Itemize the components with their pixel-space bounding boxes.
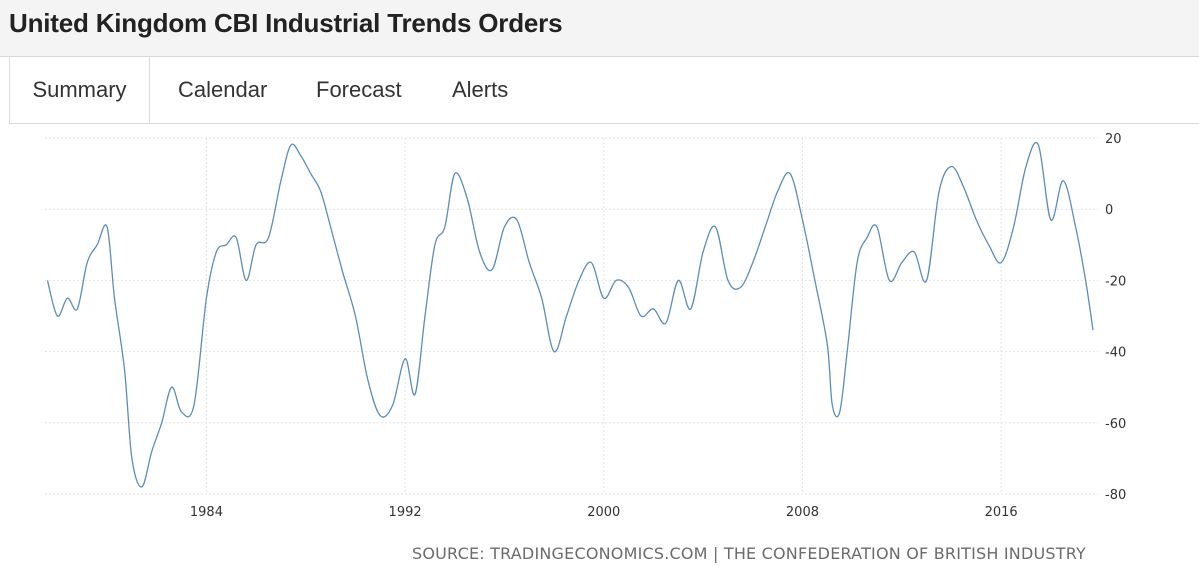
x-tick-label: 2000 <box>587 505 620 520</box>
page-title: United Kingdom CBI Industrial Trends Ord… <box>9 8 563 38</box>
tab-calendar[interactable]: Calendar <box>178 77 268 102</box>
source-note: SOURCE: TRADINGECONOMICS.COM | THE CONFE… <box>412 544 1087 563</box>
x-axis: 1984 1992 2000 2008 2016 <box>190 505 1018 520</box>
y-axis: 20 0 -20 -40 -60 -80 <box>1105 132 1126 503</box>
tab-bar: Summary Calendar Forecast Alerts <box>9 57 1199 124</box>
tab-forecast[interactable]: Forecast <box>316 77 402 102</box>
y-tick-label: -60 <box>1105 417 1126 432</box>
chart-grid <box>45 137 1098 495</box>
tab-alerts[interactable]: Alerts <box>452 77 509 102</box>
x-tick-label: 2008 <box>786 505 819 520</box>
x-tick-label: 2016 <box>985 505 1018 520</box>
y-tick-label: -80 <box>1105 488 1126 503</box>
y-tick-label: -40 <box>1105 346 1126 361</box>
y-tick-label: 20 <box>1105 132 1122 147</box>
chart-plot-area <box>46 142 1094 488</box>
y-tick-label: 0 <box>1105 203 1113 218</box>
series-line <box>46 142 1094 488</box>
title-bar: United Kingdom CBI Industrial Trends Ord… <box>0 0 1199 57</box>
tab-summary[interactable]: Summary <box>10 57 150 123</box>
x-tick-label: 1984 <box>190 505 223 520</box>
x-tick-label: 1992 <box>389 505 422 520</box>
line-chart: 1984 1992 2000 2008 2016 20 0 -20 -40 -60 -80 <box>45 132 1126 520</box>
y-tick-label: -20 <box>1105 274 1126 289</box>
